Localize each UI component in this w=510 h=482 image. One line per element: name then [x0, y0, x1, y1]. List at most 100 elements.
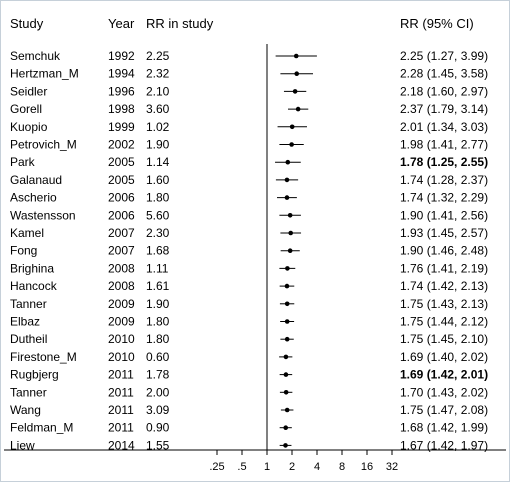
estimate-marker — [295, 106, 301, 112]
row-rr-in-study: 1.80 — [146, 191, 170, 205]
row-rr-in-study: 2.00 — [146, 385, 170, 399]
estimate-marker — [285, 159, 291, 165]
row-rr-ci: 1.75 (1.47, 2.08) — [400, 403, 488, 417]
row-year: 1994 — [108, 67, 135, 81]
row-study: Tanner — [10, 385, 47, 399]
row-rr-ci: 1.69 (1.42, 2.01) — [400, 368, 488, 382]
row-rr-ci: 2.18 (1.60, 2.97) — [400, 84, 488, 98]
x-tick-label: .25 — [209, 461, 224, 473]
row-rr-ci: 2.01 (1.34, 3.03) — [400, 120, 488, 134]
row-study: Wastensson — [10, 208, 76, 222]
estimate-marker — [284, 195, 290, 200]
row-rr-in-study: 1.80 — [146, 332, 170, 346]
row-rr-in-study: 1.60 — [146, 173, 170, 187]
header-study: Study — [10, 16, 44, 31]
row-study: Wang — [10, 403, 41, 417]
estimate-marker — [287, 248, 293, 253]
row-study: Elbaz — [10, 315, 40, 329]
row-year: 2011 — [108, 385, 134, 399]
row-study: Semchuk — [10, 49, 61, 63]
estimate-marker — [284, 301, 290, 307]
row-year: 2010 — [108, 350, 135, 364]
row-rr-in-study: 5.60 — [146, 208, 170, 222]
row-rr-ci: 1.69 (1.40, 2.02) — [400, 350, 488, 364]
row-year: 2005 — [108, 173, 135, 187]
row-year: 2008 — [108, 261, 135, 275]
estimate-marker — [292, 89, 298, 94]
row-study: Hertzman_M — [10, 67, 79, 81]
row-study: Dutheil — [10, 332, 47, 346]
row-year: 2008 — [108, 279, 135, 293]
row-rr-in-study: 2.25 — [146, 49, 170, 63]
row-rr-ci: 2.25 (1.27, 3.99) — [400, 49, 488, 63]
row-rr-ci: 1.75 (1.43, 2.13) — [400, 297, 488, 311]
row-rr-ci: 1.67 (1.42, 1.97) — [400, 438, 488, 452]
row-rr-ci: 1.90 (1.46, 2.48) — [400, 244, 488, 258]
estimate-marker — [283, 443, 288, 448]
row-year: 2006 — [108, 208, 135, 222]
x-axis-ticks: .25 .5 1 2 4 8 16 32 — [209, 450, 398, 473]
row-year: 2009 — [108, 297, 135, 311]
row-rr-ci: 1.93 (1.45, 2.57) — [400, 226, 488, 240]
row-year: 2011 — [108, 421, 134, 435]
x-tick-label: 2 — [289, 461, 295, 473]
row-study: Petrovich_M — [10, 138, 77, 152]
estimate-marker — [287, 213, 293, 218]
estimate-marker — [284, 177, 290, 183]
row-rr-in-study: 1.02 — [146, 120, 170, 134]
estimate-marker — [284, 319, 290, 324]
row-rr-in-study: 0.90 — [146, 421, 170, 435]
row-study: Liew — [10, 438, 35, 452]
row-rr-in-study: 2.10 — [146, 84, 170, 98]
header-year: Year — [108, 16, 135, 31]
header-rr-ci: RR (95% CI) — [400, 16, 474, 31]
row-rr-ci: 1.74 (1.28, 2.37) — [400, 173, 488, 187]
row-study: Firestone_M — [10, 350, 77, 364]
row-rr-ci: 1.75 (1.45, 2.10) — [400, 332, 488, 346]
row-rr-in-study: 1.90 — [146, 138, 170, 152]
row-study: Fong — [10, 244, 37, 258]
estimate-marker — [284, 407, 290, 413]
row-rr-ci: 1.78 (1.25, 2.55) — [400, 155, 488, 169]
row-rr-in-study: 1.14 — [146, 155, 170, 169]
row-study: Rugbjerg — [10, 368, 59, 382]
row-rr-in-study: 3.09 — [146, 403, 170, 417]
row-year: 2005 — [108, 155, 135, 169]
row-study: Kamel — [10, 226, 44, 240]
effect-markers — [275, 53, 317, 448]
row-rr-ci: 1.74 (1.32, 2.29) — [400, 191, 488, 205]
row-rr-ci: 2.37 (1.79, 3.14) — [400, 102, 488, 116]
row-study: Brighina — [10, 261, 54, 275]
x-tick-label: 16 — [361, 461, 373, 473]
estimate-marker — [285, 266, 290, 271]
row-year: 2014 — [108, 438, 135, 452]
row-rr-ci: 2.28 (1.45, 3.58) — [400, 67, 488, 81]
row-year: 2011 — [108, 403, 134, 417]
estimate-marker — [284, 283, 290, 289]
estimate-marker — [294, 71, 300, 76]
row-year: 2007 — [108, 226, 135, 240]
x-tick-label: 32 — [386, 461, 398, 473]
row-rr-in-study: 1.55 — [146, 438, 170, 452]
estimate-marker — [283, 390, 289, 395]
estimate-marker — [293, 53, 299, 59]
row-study: Tanner — [10, 297, 47, 311]
row-year: 1992 — [108, 49, 135, 63]
row-rr-ci: 1.98 (1.41, 2.77) — [400, 138, 488, 152]
x-tick-label: 4 — [314, 461, 320, 473]
row-year: 2009 — [108, 315, 135, 329]
row-rr-in-study: 1.11 — [146, 261, 169, 275]
x-tick-label: .5 — [237, 461, 246, 473]
estimate-marker — [289, 124, 295, 130]
row-study: Kuopio — [10, 120, 48, 134]
row-rr-ci: 1.70 (1.43, 2.02) — [400, 385, 488, 399]
row-year: 2006 — [108, 191, 135, 205]
row-study: Galanaud — [10, 173, 62, 187]
row-study: Park — [10, 155, 36, 169]
row-rr-ci: 1.76 (1.41, 2.19) — [400, 261, 488, 275]
estimate-marker — [283, 372, 289, 377]
row-year: 1998 — [108, 102, 135, 116]
row-rr-ci: 1.90 (1.41, 2.56) — [400, 208, 488, 222]
